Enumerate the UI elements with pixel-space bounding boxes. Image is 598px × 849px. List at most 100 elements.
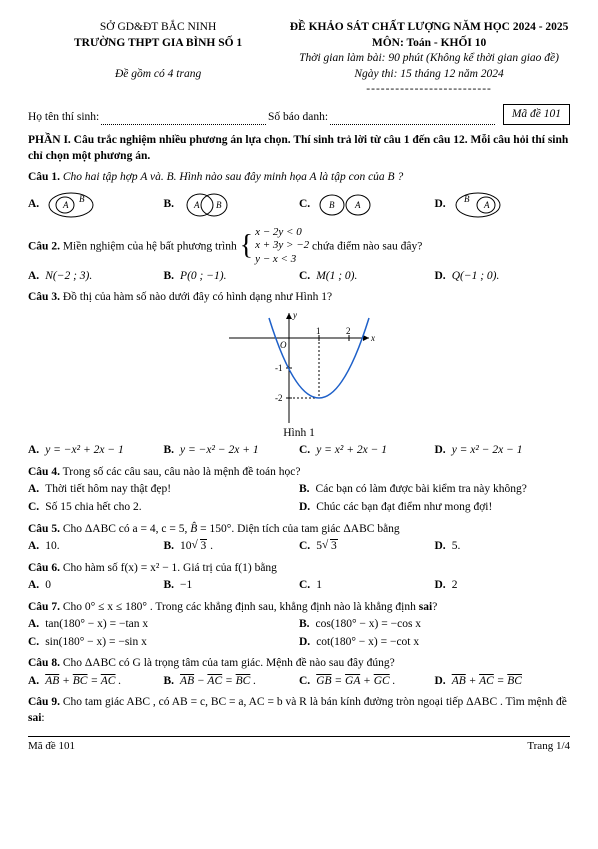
q5-d-text: 5. — [452, 539, 461, 555]
q5-opt-d: D.5. — [435, 539, 571, 555]
opt-label-a: A. — [28, 617, 39, 633]
parabola-graph: x y O 1 2 -1 -2 — [219, 308, 379, 428]
q8-stem: Cho ΔABC có G là trọng tâm của tam giác.… — [63, 657, 395, 669]
candidate-row: Họ tên thí sinh: Số báo danh: Mã đề 101 — [28, 104, 570, 126]
question-2: Câu 2. Miền nghiệm của hệ bất phương trì… — [28, 226, 570, 285]
q1-stem: Cho hai tập hợp A và. B. Hình nào sau đâ… — [63, 171, 403, 183]
q2-opt-b: B.P(0 ; −1). — [164, 269, 300, 285]
question-3: Câu 3. Đồ thị của hàm số nào dưới đây có… — [28, 290, 570, 459]
q7-opt-a: A. tan(180° − x) = −tan x — [28, 617, 299, 633]
q2-c-text: M(1 ; 0). — [316, 269, 357, 285]
system-brace: { x − 2y < 0 x + 3y > −2 y − x < 3 — [240, 226, 310, 267]
opt-label-b: B. — [164, 443, 175, 459]
q5-c-rad: 3 — [330, 539, 338, 552]
q6-stem: Cho hàm số f(x) = x² − 1. Giá trị của f(… — [63, 562, 277, 574]
opt-label-d: D. — [299, 500, 310, 516]
q5-stem-pre: Cho ΔABC có a = 4, c = 5, — [63, 523, 190, 535]
q1-opt-b: B. A B — [164, 190, 300, 220]
q7-b-text: cos(180° − x) = −cos x — [316, 617, 422, 633]
svg-text:y: y — [292, 310, 297, 320]
q3-b-text: y = −x² − 2x + 1 — [180, 443, 259, 459]
q4-opt-c: C. Số 15 chia hết cho 2. — [28, 500, 299, 516]
q5-opt-c: C. 53 — [299, 539, 435, 555]
venn-icon: A B — [45, 190, 97, 220]
q7-opt-b: B.cos(180° − x) = −cos x — [299, 617, 570, 633]
q7-a-text: tan(180° − x) = −tan x — [45, 617, 148, 633]
opt-label-a: A. — [28, 197, 39, 213]
opt-label-c: C. — [299, 674, 310, 690]
q5-stem-mid: = 150°. Diện tích của tam giác ΔABC bằng — [197, 523, 399, 535]
q3-a-text: y = −x² + 2x − 1 — [45, 443, 124, 459]
q7-d-text: cot(180° − x) = −cot x — [316, 635, 419, 651]
q2-opt-d: D. Q(−1 ; 0). — [435, 269, 571, 285]
graph-caption: Hình 1 — [28, 426, 570, 442]
svg-text:B: B — [329, 200, 335, 210]
q2-d-text: Q(−1 ; 0). — [452, 269, 500, 285]
opt-label-c: C. — [299, 269, 310, 285]
opt-label-d: D. — [435, 443, 446, 459]
q5-b-rad: 3 — [200, 539, 208, 552]
opt-label-b: B. — [299, 482, 310, 498]
q3-d-text: y = x² − 2x − 1 — [452, 443, 523, 459]
id-field — [330, 115, 495, 125]
q2-a-text: N(−2 ; 3). — [45, 269, 92, 285]
q4-b-text: Các bạn có làm được bài kiểm tra này khô… — [316, 482, 527, 498]
q2-b-text: P(0 ; −1). — [180, 269, 226, 285]
question-8: Câu 8. Cho ΔABC có G là trọng tâm của ta… — [28, 656, 570, 689]
part-i-title: PHẦN I. Câu trắc nghiệm nhiều phương án … — [28, 133, 570, 164]
q3-opt-a: A.y = −x² + 2x − 1 — [28, 443, 164, 459]
question-7: Câu 7. Cho 0° ≤ x ≤ 180° . Trong các khẳ… — [28, 600, 570, 651]
svg-text:O: O — [280, 340, 287, 350]
q3-c-text: y = x² + 2x − 1 — [316, 443, 387, 459]
q4-opt-b: B. Các bạn có làm được bài kiểm tra này k… — [299, 482, 570, 498]
q9-stem-post: : — [41, 712, 44, 724]
q1-opt-c: C. B A — [299, 190, 435, 220]
venn-icon: B A — [316, 190, 374, 220]
q1-opt-d: D. B A — [435, 190, 571, 220]
opt-label-c: C. — [299, 443, 310, 459]
q2-pre: Miền nghiệm của hệ bất phương trình — [63, 240, 237, 252]
q4-stem: Trong số các câu sau, câu nào là mệnh đề… — [63, 466, 301, 478]
footer-right: Trang 1/4 — [527, 739, 570, 754]
opt-label-c: C. — [28, 500, 39, 516]
q5-b-pre: 10 — [180, 540, 192, 552]
opt-label-d: D. — [435, 197, 446, 213]
q3-opt-b: B. y = −x² − 2x + 1 — [164, 443, 300, 459]
opt-label-d: D. — [435, 674, 446, 690]
question-4: Câu 4. Trong số các câu sau, câu nào là … — [28, 465, 570, 516]
opt-label-a: A. — [28, 539, 39, 555]
q8-num: Câu 8. — [28, 657, 60, 669]
opt-label-a: A. — [28, 674, 39, 690]
dept: SỞ GD&ĐT BẮC NINH — [28, 20, 288, 36]
q4-opt-a: A.Thời tiết hôm nay thật đẹp! — [28, 482, 299, 498]
svg-text:A: A — [193, 200, 200, 210]
q7-opt-d: D. cot(180° − x) = −cot x — [299, 635, 570, 651]
q8-opt-b: B. AB − AC = BC . — [164, 674, 300, 690]
svg-text:1: 1 — [316, 326, 321, 336]
q6-a-text: 0 — [45, 578, 51, 594]
q4-num: Câu 4. — [28, 466, 60, 478]
q2-opt-a: A. N(−2 ; 3). — [28, 269, 164, 285]
q3-opt-c: C. y = x² + 2x − 1 — [299, 443, 435, 459]
venn-icon: B A — [452, 190, 504, 220]
q3-stem: Đồ thị của hàm số nào dưới đây có hình d… — [63, 291, 332, 303]
sys-line-1: x − 2y < 0 — [255, 226, 309, 240]
opt-label-c: C. — [299, 197, 310, 213]
subject: MÔN: Toán - KHỐI 10 — [288, 36, 570, 52]
svg-text:B: B — [216, 200, 222, 210]
opt-label-c: C. — [28, 635, 39, 651]
svg-text:x: x — [370, 333, 375, 343]
opt-label-c: C. — [299, 539, 310, 555]
q6-c-text: 1 — [316, 578, 322, 594]
q2-post: chứa điểm nào sau đây? — [312, 240, 422, 252]
question-6: Câu 6. Cho hàm số f(x) = x² − 1. Giá trị… — [28, 561, 570, 594]
opt-label-d: D. — [435, 269, 446, 285]
opt-label-b: B. — [164, 539, 175, 555]
opt-label-d: D. — [299, 635, 310, 651]
sys-line-2: x + 3y > −2 — [255, 239, 309, 253]
q1-opt-a: A. A B — [28, 190, 164, 220]
opt-label-a: A. — [28, 269, 39, 285]
q4-c-text: Số 15 chia hết cho 2. — [45, 500, 141, 516]
q7-c-text: sin(180° − x) = −sin x — [45, 635, 147, 651]
question-1: Câu 1. Cho hai tập hợp A và. B. Hình nào… — [28, 170, 570, 220]
